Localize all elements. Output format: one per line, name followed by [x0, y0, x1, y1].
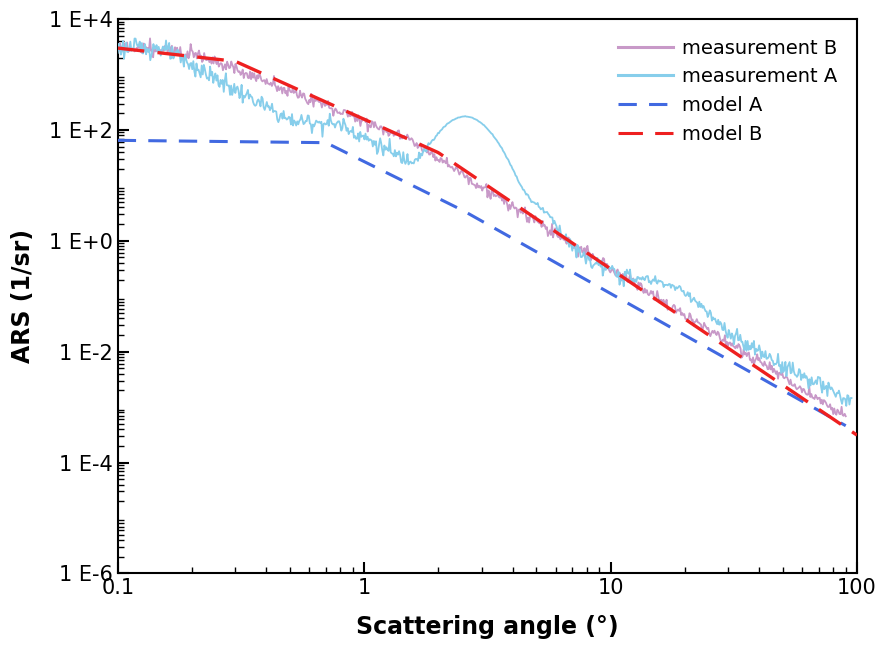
measurement A [595, 263, 606, 270]
model A [458, 207, 469, 215]
measurement A [775, 361, 786, 369]
model B [468, 172, 479, 180]
measurement B [591, 254, 602, 262]
model B [113, 44, 123, 52]
measurement A [321, 120, 331, 128]
measurement A [685, 289, 695, 297]
measurement B [319, 98, 329, 105]
model A [823, 412, 834, 420]
model B [718, 341, 729, 349]
measurement A [113, 49, 123, 57]
model B [464, 170, 474, 177]
Line: measurement A: measurement A [118, 38, 852, 406]
measurement B [291, 91, 302, 99]
Legend: measurement B, measurement A, model A, model B: measurement B, measurement A, model A, m… [608, 29, 847, 153]
Line: model A: model A [118, 140, 845, 426]
measurement A [345, 127, 356, 135]
model B [552, 229, 563, 237]
model A [506, 234, 517, 242]
model A [840, 422, 851, 430]
measurement B [344, 108, 354, 116]
measurement A [293, 120, 304, 128]
measurement B [145, 34, 155, 42]
measurement B [840, 412, 851, 420]
measurement B [113, 44, 123, 52]
Line: measurement B: measurement B [118, 38, 845, 416]
model B [512, 202, 523, 210]
model A [113, 136, 123, 144]
model A [463, 209, 473, 217]
X-axis label: Scattering angle (°): Scattering angle (°) [356, 615, 619, 639]
measurement A [130, 34, 140, 42]
Line: model B: model B [118, 48, 857, 435]
measurement B [680, 315, 691, 323]
measurement A [841, 402, 852, 410]
measurement A [846, 394, 857, 402]
model B [834, 419, 844, 427]
model B [852, 431, 862, 439]
model A [546, 256, 557, 264]
measurement B [770, 367, 781, 375]
model A [710, 348, 720, 356]
Y-axis label: ARS (1/sr): ARS (1/sr) [12, 229, 36, 363]
